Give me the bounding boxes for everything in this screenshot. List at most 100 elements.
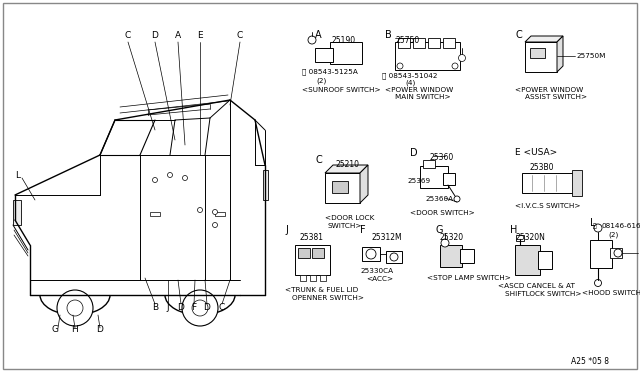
Bar — [515, 245, 540, 275]
Bar — [590, 240, 612, 268]
Text: 25369: 25369 — [407, 178, 430, 184]
Text: C: C — [125, 31, 131, 39]
Text: A: A — [315, 30, 322, 40]
Text: 253B0: 253B0 — [530, 163, 554, 172]
Circle shape — [57, 290, 93, 326]
Text: J: J — [285, 225, 288, 235]
Bar — [610, 248, 622, 258]
Bar — [572, 170, 582, 196]
Text: <HOOD SWITCH>: <HOOD SWITCH> — [582, 290, 640, 296]
Text: MAIN SWITCH>: MAIN SWITCH> — [395, 94, 451, 100]
Text: <STOP LAMP SWITCH>: <STOP LAMP SWITCH> — [427, 275, 511, 281]
Bar — [215, 212, 225, 216]
Bar — [460, 249, 474, 263]
Bar — [522, 173, 577, 193]
Text: D: D — [152, 31, 159, 39]
Bar — [330, 42, 362, 64]
Polygon shape — [557, 36, 563, 72]
Bar — [420, 166, 448, 188]
Bar — [13, 200, 21, 225]
Bar — [525, 42, 557, 72]
Bar — [398, 38, 410, 48]
Bar — [310, 275, 316, 281]
Text: D: D — [177, 304, 184, 312]
Text: ASSIST SWITCH>: ASSIST SWITCH> — [525, 94, 587, 100]
Text: D: D — [204, 304, 211, 312]
Circle shape — [192, 300, 208, 316]
Circle shape — [182, 176, 188, 180]
Text: H: H — [510, 225, 517, 235]
Text: OPENNER SWITCH>: OPENNER SWITCH> — [292, 295, 364, 301]
Text: A: A — [175, 31, 181, 39]
Bar — [440, 245, 462, 267]
Text: 08146-6162G: 08146-6162G — [602, 223, 640, 229]
Polygon shape — [525, 36, 563, 42]
Text: L: L — [15, 170, 20, 180]
Bar — [150, 212, 160, 216]
Bar — [263, 170, 268, 200]
Text: J: J — [166, 304, 170, 312]
Bar — [395, 42, 460, 70]
Text: C: C — [515, 30, 522, 40]
Bar — [413, 38, 425, 48]
Bar — [530, 48, 545, 58]
Text: SHIFTLOCK SWITCH>: SHIFTLOCK SWITCH> — [505, 291, 582, 297]
Text: <DOOR LOCK: <DOOR LOCK — [325, 215, 374, 221]
Text: (4): (4) — [405, 80, 415, 87]
Bar — [312, 248, 324, 258]
Circle shape — [458, 55, 465, 61]
Text: 25360A: 25360A — [425, 196, 453, 202]
Text: H: H — [72, 326, 78, 334]
Text: D: D — [410, 148, 418, 158]
Circle shape — [390, 253, 398, 261]
Circle shape — [614, 249, 622, 257]
Text: 25381: 25381 — [300, 233, 324, 242]
Text: F: F — [191, 304, 196, 312]
Circle shape — [397, 63, 403, 69]
Circle shape — [594, 224, 602, 232]
Bar — [423, 160, 435, 168]
Text: <TRUNK & FUEL LID: <TRUNK & FUEL LID — [285, 287, 358, 293]
Text: <DOOR SWITCH>: <DOOR SWITCH> — [410, 210, 475, 216]
Text: C: C — [237, 31, 243, 39]
Text: E: E — [197, 31, 203, 39]
Text: 25312M: 25312M — [372, 233, 403, 242]
Bar — [362, 247, 380, 261]
Bar — [320, 275, 326, 281]
Circle shape — [182, 290, 218, 326]
Text: C: C — [219, 304, 225, 312]
Bar — [300, 275, 306, 281]
Bar — [315, 48, 333, 62]
Text: 25750: 25750 — [395, 36, 419, 45]
Text: <POWER WINDOW: <POWER WINDOW — [515, 87, 583, 93]
Text: <SUNROOF SWITCH>: <SUNROOF SWITCH> — [302, 87, 381, 93]
Text: <ACC>: <ACC> — [366, 276, 393, 282]
Circle shape — [212, 222, 218, 228]
Text: 25320N: 25320N — [515, 233, 545, 242]
Bar — [516, 235, 524, 241]
Circle shape — [452, 63, 458, 69]
Text: Ⓢ 08543-51042: Ⓢ 08543-51042 — [382, 72, 438, 78]
Bar — [386, 251, 402, 263]
Circle shape — [198, 208, 202, 212]
Circle shape — [366, 249, 376, 259]
Circle shape — [308, 36, 316, 44]
Text: 25750M: 25750M — [576, 53, 605, 59]
Circle shape — [67, 300, 83, 316]
Bar — [325, 173, 360, 203]
Text: Ⓢ 08543-5125A: Ⓢ 08543-5125A — [302, 68, 358, 75]
Bar — [295, 245, 330, 275]
Text: <I.V.C.S SWITCH>: <I.V.C.S SWITCH> — [515, 203, 580, 209]
Text: C: C — [315, 155, 322, 165]
Text: G: G — [51, 326, 58, 334]
Text: 25330CA: 25330CA — [360, 268, 393, 274]
Text: (2): (2) — [608, 231, 618, 237]
Circle shape — [168, 173, 173, 177]
Text: E <USA>: E <USA> — [515, 148, 557, 157]
Bar — [538, 251, 552, 269]
Bar — [298, 248, 310, 258]
Circle shape — [454, 196, 460, 202]
Bar — [443, 173, 455, 185]
Text: <ASCD CANCEL & AT: <ASCD CANCEL & AT — [498, 283, 575, 289]
Text: L: L — [590, 218, 595, 228]
